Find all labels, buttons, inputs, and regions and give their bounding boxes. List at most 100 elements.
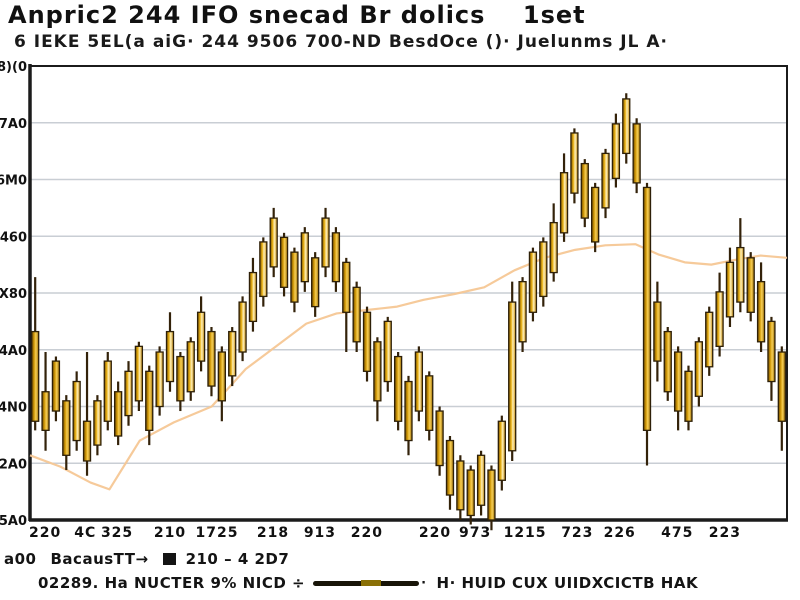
chart-subtitle: 6 IEKE 5EL(a aiG· 244 9506 700-ND BesdOc… <box>14 32 668 52</box>
candle <box>228 327 237 387</box>
x-axis-tick-label: 226 <box>604 525 636 541</box>
candle <box>570 128 579 204</box>
candle <box>103 352 112 431</box>
candle <box>259 237 268 307</box>
candle <box>715 272 724 357</box>
candle <box>217 346 226 422</box>
candle <box>549 203 558 282</box>
candle <box>196 296 206 372</box>
candle <box>663 327 672 401</box>
candle <box>186 337 195 401</box>
y-axis-tick-label: 4N0 <box>0 401 27 416</box>
candle <box>238 296 247 362</box>
candle <box>145 365 154 446</box>
y-axis-tick-label: 460 <box>0 230 27 245</box>
candle <box>445 436 455 510</box>
x-axis-tick-label: 1725 <box>195 525 238 541</box>
legend1-label: BacausTT→ <box>50 550 149 568</box>
candle <box>736 218 745 313</box>
candle <box>476 450 486 516</box>
candle <box>352 281 361 353</box>
x-axis-tick-label: 325 <box>101 525 133 541</box>
y-axis-tick-label: X80 <box>0 287 27 302</box>
candle <box>673 346 683 431</box>
legend-row-1: a00 BacausTT→ 210 – 4 2D7 <box>0 550 800 568</box>
candle <box>591 182 600 253</box>
candle <box>425 371 434 441</box>
candle <box>653 281 662 382</box>
candle <box>705 306 714 376</box>
candle <box>725 247 735 328</box>
candle <box>632 118 641 194</box>
candle <box>580 159 589 228</box>
x-axis-tick-label: 1215 <box>504 525 547 541</box>
candle <box>62 395 71 471</box>
y-axis-tick-label: 5A0 <box>0 514 27 529</box>
candle <box>373 337 382 422</box>
candle <box>622 93 631 164</box>
candle <box>559 153 569 242</box>
candle <box>207 327 216 397</box>
x-axis-tick-label: 220 <box>351 525 383 541</box>
candle <box>113 381 123 446</box>
candle <box>642 182 652 466</box>
candle <box>279 232 289 297</box>
candle <box>694 337 704 407</box>
candle <box>539 237 548 307</box>
candle <box>777 346 786 451</box>
candle <box>290 247 299 313</box>
legend1-value: 210 – 4 2D7 <box>185 550 290 568</box>
moving-average-line <box>29 243 788 491</box>
candle <box>300 227 309 292</box>
candle <box>134 341 144 412</box>
candle <box>82 352 92 476</box>
candle <box>487 465 496 531</box>
candle <box>518 277 527 353</box>
x-axis-tick-label: 973 <box>459 525 491 541</box>
candle <box>331 227 341 292</box>
candle <box>72 371 81 451</box>
y-axis-tick-label: 6M0 <box>0 174 27 189</box>
candle <box>342 257 351 353</box>
candle <box>321 207 330 278</box>
candle <box>497 415 506 491</box>
candle <box>165 312 175 392</box>
candle <box>311 252 320 317</box>
candle <box>51 356 61 422</box>
candle <box>528 247 538 322</box>
candle <box>611 113 621 188</box>
x-axis-tick-label: 723 <box>561 525 593 541</box>
candle <box>93 395 102 456</box>
y-axis-tick-label: 8)(0 <box>0 60 27 75</box>
candle <box>404 375 413 456</box>
legend-row-2: 02289. Ha NUCTER 9% NICD ÷ · H· HUID CUX… <box>0 574 800 592</box>
x-axis-tick-label: 218 <box>257 525 289 541</box>
candle <box>269 207 278 278</box>
x-axis-tick-label: 223 <box>709 525 741 541</box>
candle <box>248 257 258 332</box>
candle <box>155 346 164 416</box>
candle <box>414 346 424 422</box>
candle <box>767 316 776 401</box>
candle <box>456 455 465 520</box>
x-axis-tick-label: 4C <box>74 525 96 541</box>
y-axis-tick-label: 4A0 <box>0 344 27 359</box>
x-axis-tick-label: 220 <box>29 525 61 541</box>
x-axis-tick-label: 210 <box>154 525 186 541</box>
y-axis-tick-label: 2A0 <box>0 457 27 472</box>
candle <box>435 406 444 476</box>
candle <box>41 352 50 451</box>
legend2-label: 02289. Ha NUCTER 9% NICD ÷ <box>38 574 306 592</box>
candle <box>362 306 372 382</box>
x-axis-tick-label: 475 <box>661 525 693 541</box>
candle <box>124 361 133 426</box>
candle <box>31 277 40 431</box>
candle <box>383 316 392 392</box>
stray-axis-label: a00 <box>4 550 37 568</box>
candle <box>684 365 693 431</box>
candle <box>466 465 475 525</box>
legend2-value: H· HUID CUX UIIDXCICTB HAK <box>436 574 699 592</box>
candle <box>601 148 610 219</box>
candle <box>176 352 185 412</box>
